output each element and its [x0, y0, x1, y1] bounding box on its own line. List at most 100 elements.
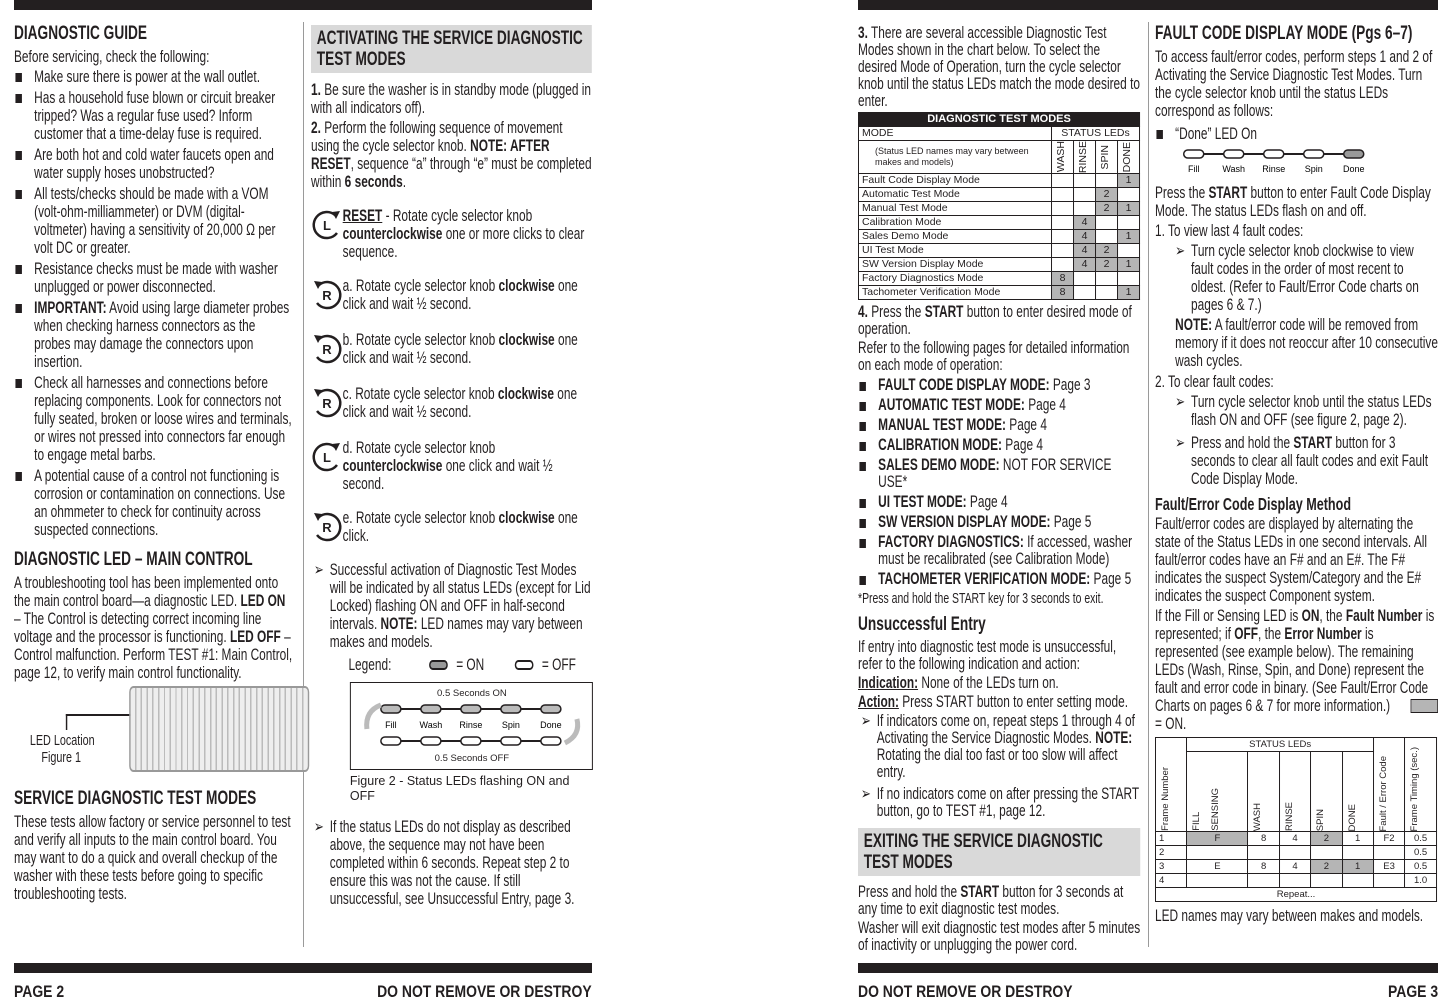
table-row: Automatic Test Mode 2 — [858, 187, 1141, 203]
counterclockwise-knob-icon: L — [311, 439, 343, 477]
table-row: Factory Diagnostics Mode 8 — [858, 271, 1141, 287]
success-text: Successful activation of Diagnostic Test… — [330, 561, 591, 651]
led-value: 1 — [1117, 229, 1141, 245]
diagnostic-modes-table: DIAGNOSTIC TEST MODES MODE STATUS LEDs (S… — [858, 112, 1141, 301]
led-label: Wash — [1222, 164, 1245, 174]
text-segment: counterclockwise — [342, 457, 443, 475]
press-start-text: Press the START button to enter Fault Co… — [1155, 184, 1439, 220]
method-text-2-content: If the Fill or Sensing LED is ON, the Fa… — [1155, 607, 1434, 715]
led-column-label: DONE — [1121, 141, 1134, 173]
text-segment: If no indicators come on after pressing … — [876, 785, 1139, 821]
page-number-left: PAGE 2 — [14, 982, 65, 1001]
status-led — [500, 736, 522, 746]
method-title: Fault/Error Code Display Method — [1155, 494, 1352, 514]
done-led-on: “Done” LED On — [1155, 125, 1439, 143]
clear-title: 2. To clear fault codes: — [1155, 373, 1274, 391]
clear-sub-2: ➢ Press and hold the START button for 3 s… — [1172, 434, 1439, 488]
exit-text: Press and hold the START button for 3 se… — [858, 884, 1140, 918]
text-segment: one click and wait ½ second. — [342, 385, 578, 421]
diagnostic-led-title: DIAGNOSTIC LED – MAIN CONTROL — [14, 549, 253, 570]
mode-header: MODE — [858, 126, 1053, 141]
page3-column2: FAULT CODE DISPLAY MODE (Pgs 6–7) To acc… — [1154, 23, 1439, 927]
arrow-icon: ➢ — [313, 818, 324, 836]
frame-timing: 0.5 — [1404, 859, 1438, 874]
action-notes: ➢ If indicators come on, repeat steps 1 t… — [858, 713, 1140, 820]
text-segment: None of the LEDs turn on. — [918, 674, 1059, 693]
led-header: DONE — [1341, 751, 1374, 832]
status-led-flash-diagram: 0.5 Seconds ON Fill Wash Rinse Spin Done 0.5… — [349, 682, 593, 770]
text-segment: UI TEST MODE: — [878, 493, 967, 512]
arrow-icon: ➢ — [860, 712, 871, 731]
led-state — [1278, 845, 1312, 860]
table-row: Sales Demo Mode 4 1 — [858, 229, 1141, 245]
knob-letter: R — [322, 342, 332, 357]
led-state: 1 — [1341, 859, 1374, 874]
led-value: 2 — [1095, 201, 1119, 217]
led-state — [1186, 873, 1249, 888]
clockwise-knob-icon: R — [311, 277, 343, 315]
indication: Indication: None of the LEDs turn on. — [858, 675, 1140, 692]
legend: Legend: = ON = OFF — [311, 656, 592, 674]
notice-left: DO NOT REMOVE OR DESTROY — [377, 982, 592, 1001]
text-segment: NOT FOR SERVICE USE* — [878, 456, 1112, 492]
text-segment: START — [1208, 184, 1248, 202]
view-sub: ➢ Turn cycle selector knob clockwise to v… — [1172, 242, 1439, 314]
status-led — [1262, 149, 1285, 159]
table-row: SW Version Display Mode 4 2 1 — [858, 257, 1141, 273]
led-state — [1278, 873, 1312, 888]
table-row: 3 E 8 4 2 1 E3 0.5 — [1154, 859, 1438, 874]
text-segment: RESET — [342, 207, 383, 225]
led-value — [1117, 215, 1141, 231]
fault-example-table: Frame Number STATUS LEDs Fault / Error Cod… — [1154, 737, 1438, 902]
knob-step-text: RESET - Rotate cycle selector knob count… — [343, 207, 592, 261]
text-segment: Page 5 — [1090, 570, 1132, 589]
list-item: A potential cause of a control not funct… — [14, 467, 295, 539]
text-segment: Press the — [867, 303, 925, 322]
fault-code: F2 — [1372, 831, 1406, 846]
text-segment: START — [1293, 434, 1333, 452]
status-led — [1342, 149, 1365, 159]
led-label: RINSE — [1283, 801, 1295, 831]
diagnostic-modes-table-wrap: DIAGNOSTIC TEST MODES MODE STATUS LEDs (S… — [858, 112, 1141, 301]
fault-code-title: FAULT CODE DISPLAY MODE (Pgs 6–7) — [1155, 23, 1413, 44]
text-segment: FACTORY DIAGNOSTICS: — [878, 533, 1024, 552]
status-led — [1222, 149, 1245, 159]
text-segment: START — [960, 883, 1000, 902]
list-item: Make sure there is power at the wall out… — [14, 68, 295, 86]
header-row: FILL SENSING WASH RINSE SPIN DONE — [1156, 751, 1437, 832]
led-value — [1051, 257, 1075, 273]
knob-letter: R — [322, 520, 332, 535]
text-segment: Page 3 — [1049, 376, 1091, 395]
led-state — [1341, 873, 1374, 888]
intro-text: Before servicing, check the following: — [14, 48, 210, 66]
led-state — [1341, 845, 1374, 860]
led-value — [1095, 173, 1119, 189]
led-value — [1051, 187, 1075, 203]
text-segment: clockwise — [497, 385, 554, 403]
text-segment: - Rotate cycle selector knob — [382, 207, 533, 225]
fault-code — [1372, 845, 1406, 860]
list-item: MANUAL TEST MODE: Page 4 — [858, 417, 1140, 434]
mode-name: Automatic Test Mode — [858, 187, 1053, 203]
led-value: 8 — [1051, 285, 1075, 301]
frame-number: 3 — [1154, 859, 1188, 874]
frame-number: 4 — [1154, 873, 1188, 888]
led-state — [1310, 873, 1343, 888]
success-note: ➢ Successful activation of Diagnostic Tes… — [311, 561, 592, 651]
diagnostic-led-text: A troubleshooting tool has been implemen… — [14, 574, 295, 682]
led-state — [1186, 845, 1249, 860]
text-segment: Indication: — [858, 674, 919, 693]
led-value — [1051, 229, 1075, 245]
text-segment: 3. — [858, 24, 868, 42]
legend-label: Legend: — [348, 656, 392, 674]
led-column-header: SPIN — [1095, 139, 1119, 175]
text-segment: All tests/checks should be made with a V… — [34, 185, 276, 257]
view-sub-text: Turn cycle selector knob clockwise to vi… — [1191, 242, 1419, 314]
led-value: 1 — [1117, 201, 1141, 217]
mode-name: Calibration Mode — [858, 215, 1053, 231]
timing-header: Frame Timing (sec.) — [1404, 737, 1438, 832]
text-segment: 6 seconds — [344, 173, 403, 191]
text-segment: button for 3 seconds to clear all fault … — [1191, 434, 1429, 488]
status-led — [500, 704, 522, 714]
led-value: 1 — [1117, 173, 1141, 189]
